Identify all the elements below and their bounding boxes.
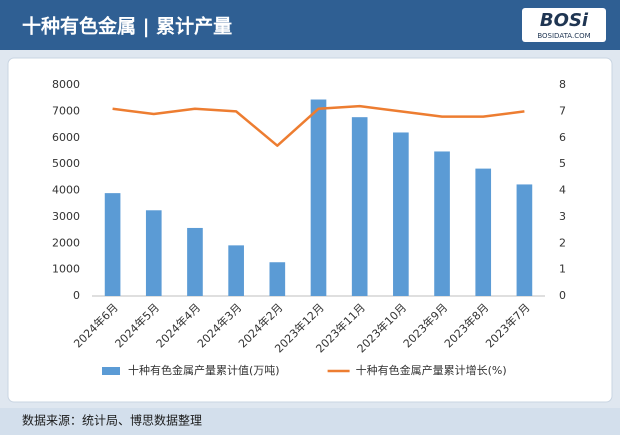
bar [269, 262, 286, 296]
y2-tick-label: 5 [559, 157, 566, 170]
bar [434, 151, 450, 296]
bar [393, 132, 409, 296]
bar [228, 245, 244, 296]
bar [145, 210, 162, 296]
legend-label: 十种有色金属产量累计值(万吨) [128, 363, 280, 377]
y2-tick-label: 7 [559, 104, 566, 117]
legend-label: 十种有色金属产量累计增长(%) [356, 363, 507, 377]
y-tick-label: 1000 [52, 263, 80, 276]
line [112, 104, 525, 147]
y2-tick-label: 0 [559, 289, 566, 302]
plot-panel [7, 57, 613, 403]
y2-tick-label: 4 [559, 184, 566, 197]
bar [516, 184, 533, 296]
logo-subtext: BOSIDATA.COM [537, 32, 590, 40]
bar [475, 168, 492, 296]
y-tick-label: 3000 [52, 210, 80, 223]
bar [351, 117, 368, 297]
y-tick-label: 4000 [52, 184, 80, 197]
footer-bar [0, 408, 620, 435]
y-tick-label: 8000 [52, 78, 80, 91]
y-tick-label: 6000 [52, 131, 80, 144]
y2-tick-label: 2 [559, 236, 566, 249]
y-tick-label: 5000 [52, 157, 80, 170]
bar [187, 227, 203, 296]
logo: BOSi [540, 10, 589, 31]
y2-tick-label: 3 [559, 210, 566, 223]
y-tick-label: 2000 [52, 236, 80, 249]
bar [104, 193, 121, 296]
y2-tick-label: 8 [559, 78, 566, 91]
bar [310, 99, 327, 296]
header-bar [0, 0, 620, 50]
y2-tick-label: 6 [559, 131, 566, 144]
y2-tick-label: 1 [559, 263, 566, 276]
chart-title: 十种有色金属 | 累计产量 [22, 15, 232, 38]
y-tick-label: 0 [73, 289, 80, 302]
y-tick-label: 7000 [52, 104, 80, 117]
logo-box [522, 8, 606, 42]
legend-swatch [102, 367, 120, 375]
source: 数据来源：统计局、博思数据整理 [22, 413, 202, 428]
